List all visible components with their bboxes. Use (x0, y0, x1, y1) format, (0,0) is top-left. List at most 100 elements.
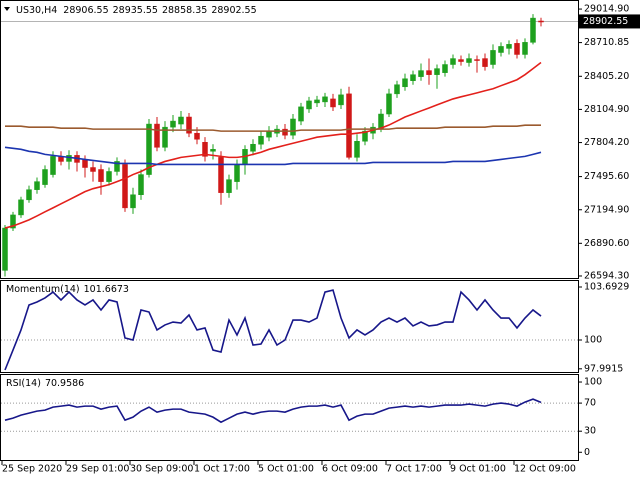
candle-body (322, 96, 328, 103)
x-tick-label: 5 Oct 01:00 (258, 464, 314, 475)
indicator-value: 101.6673 (84, 284, 129, 295)
y-tick-label: 30 (584, 426, 596, 437)
candle-body (130, 194, 136, 209)
candle-body (354, 141, 360, 158)
candle-body (514, 43, 520, 55)
y-tick-label: 27804.20 (584, 137, 629, 148)
y-tick-label: 29014.90 (584, 4, 629, 15)
candle-body (474, 59, 480, 61)
candle-body (538, 20, 544, 23)
indicator-value: 70.9586 (45, 378, 84, 389)
candle-body (234, 164, 240, 182)
candle-body (530, 17, 536, 43)
moving-average (5, 124, 541, 132)
candle-body (402, 78, 408, 88)
x-tick-label: 12 Oct 09:00 (514, 464, 576, 475)
x-tick-label: 1 Oct 17:00 (194, 464, 250, 475)
candle-body (162, 126, 168, 148)
candle-body (314, 99, 320, 104)
candle-body (306, 100, 312, 110)
candle-body (66, 155, 72, 162)
candle-body (426, 70, 432, 75)
candle-body (362, 130, 368, 142)
candle-body (98, 169, 104, 182)
candle-body (138, 174, 144, 195)
y-tick-label: 28710.85 (584, 37, 629, 48)
y-tick-label: 28104.90 (584, 104, 629, 115)
candle-body (490, 50, 496, 65)
candle-body (394, 84, 400, 95)
candle-body (122, 164, 128, 209)
x-tick-label: 25 Sep 2020 (2, 464, 62, 475)
close: 28902.55 (211, 5, 256, 16)
candle-body (498, 46, 504, 53)
moving-average (4, 61, 542, 229)
candle-body (146, 123, 152, 175)
momentum-header: Momentum(14) 101.6673 (6, 284, 129, 295)
low: 28858.35 (162, 5, 207, 16)
candle-body (2, 227, 8, 271)
y-tick-label: 28405.20 (584, 71, 629, 82)
rsi-header: RSI(14) 70.9586 (6, 378, 84, 389)
y-tick-label: 26890.60 (584, 238, 629, 249)
candle-body (298, 106, 304, 122)
candle-body (170, 120, 176, 128)
y-tick-label: 26594.30 (584, 270, 629, 281)
price-label: 28902.55 (583, 16, 628, 27)
candle-body (250, 143, 256, 152)
candle-body (34, 181, 40, 190)
indicator-line (4, 398, 542, 424)
candle-body (194, 132, 200, 140)
y-tick-label: 27194.90 (584, 204, 629, 215)
indicator-name: Momentum(14) (6, 284, 80, 295)
y-tick-label: 103.6929 (584, 281, 629, 292)
indicator-line (4, 289, 542, 371)
candle-body (450, 58, 456, 65)
candle-body (82, 159, 88, 168)
candle-body (282, 128, 288, 136)
candle-body (410, 74, 416, 81)
price-panel (0, 0, 579, 279)
candle-body (290, 118, 296, 136)
candle-body (10, 214, 16, 229)
open: 28906.55 (63, 5, 108, 16)
candle-body (50, 156, 56, 175)
x-tick-label: 9 Oct 01:00 (450, 464, 506, 475)
y-tick-label: 27495.60 (584, 171, 629, 182)
candle-body (338, 94, 344, 106)
candle-body (226, 179, 232, 193)
moving-average (4, 146, 542, 166)
candle-body (466, 58, 472, 63)
y-tick-label: 0 (584, 447, 590, 458)
candle-body (114, 161, 120, 172)
candle-body (258, 135, 264, 145)
candle-body (418, 70, 424, 77)
candle-body (154, 123, 160, 148)
momentum-panel (0, 280, 579, 373)
x-tick-label: 7 Oct 17:00 (386, 464, 442, 475)
collapse-icon (4, 7, 10, 11)
candle-body (330, 98, 336, 108)
candle-body (386, 93, 392, 115)
rsi-panel (0, 374, 579, 461)
candle-body (90, 167, 96, 172)
candle-body (346, 93, 352, 158)
candle-body (18, 199, 24, 216)
price-label-box (579, 14, 640, 29)
symbol: US30,H4 (16, 5, 57, 16)
x-tick-label: 30 Sep 09:00 (130, 464, 193, 475)
candle-body (266, 130, 272, 138)
candle-body (106, 171, 112, 182)
candle-body (522, 42, 528, 55)
candle-body (506, 44, 512, 49)
x-tick-label: 29 Sep 01:00 (66, 464, 129, 475)
y-tick-label: 100 (584, 334, 602, 345)
candle-body (482, 58, 488, 67)
candle-body (186, 116, 192, 134)
candle-body (442, 64, 448, 73)
y-tick-label: 100 (584, 377, 602, 388)
x-tick-label: 6 Oct 09:00 (322, 464, 378, 475)
candle-body (458, 59, 464, 62)
candle-body (218, 157, 224, 193)
